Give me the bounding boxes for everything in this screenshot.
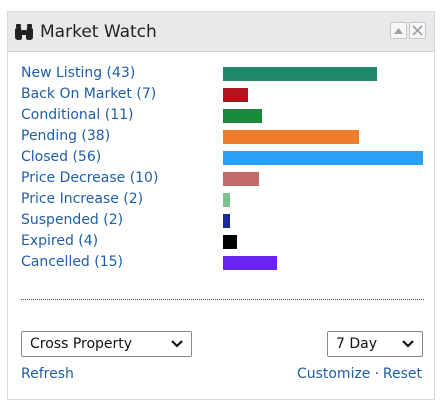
status-bar — [223, 151, 423, 165]
status-link-pending[interactable]: Pending (38) — [21, 128, 111, 144]
status-bar — [223, 193, 230, 207]
triangle-up-icon — [394, 27, 403, 34]
customize-link[interactable]: Customize — [296, 366, 371, 382]
status-bar — [223, 214, 230, 228]
close-icon — [412, 25, 423, 36]
status-link-expired[interactable]: Expired (4) — [21, 233, 99, 249]
status-link-cancelled[interactable]: Cancelled (15) — [21, 254, 124, 270]
binoculars-icon — [15, 23, 33, 40]
refresh-links: Refresh — [21, 366, 74, 382]
status-row: Back On Market (7) — [21, 84, 426, 105]
reset-link[interactable]: Reset — [382, 366, 422, 382]
link-separator: · — [374, 366, 379, 382]
status-bar — [223, 109, 262, 123]
status-row: Conditional (11) — [21, 105, 426, 126]
status-link-new-listing[interactable]: New Listing (43) — [21, 65, 136, 81]
widget-header: Market Watch — [8, 12, 434, 52]
status-link-conditional[interactable]: Conditional (11) — [21, 107, 134, 123]
status-row: Price Decrease (10) — [21, 168, 426, 189]
chevron-down-icon — [402, 340, 414, 348]
close-button[interactable] — [409, 22, 426, 39]
status-bar — [223, 172, 259, 186]
status-row: Closed (56) — [21, 147, 426, 168]
status-bar — [223, 88, 248, 102]
status-bar — [223, 235, 237, 249]
collapse-button[interactable] — [390, 22, 407, 39]
status-bar — [223, 256, 277, 270]
status-bar — [223, 67, 377, 81]
status-bar — [223, 130, 359, 144]
days-range-select[interactable]: 7 Day — [327, 331, 423, 357]
header-buttons — [390, 22, 426, 39]
property-type-select[interactable]: Cross Property — [21, 331, 192, 357]
days-range-value: 7 Day — [336, 336, 378, 352]
status-link-suspended[interactable]: Suspended (2) — [21, 212, 124, 228]
status-link-back-on-market[interactable]: Back On Market (7) — [21, 86, 157, 102]
refresh-link[interactable]: Refresh — [21, 366, 74, 382]
status-row: Pending (38) — [21, 126, 426, 147]
chevron-down-icon — [171, 340, 183, 348]
status-row: Suspended (2) — [21, 210, 426, 231]
widget-title: Market Watch — [40, 21, 157, 42]
status-row: Cancelled (15) — [21, 252, 426, 273]
status-row: Expired (4) — [21, 231, 426, 252]
dotted-divider — [21, 299, 424, 300]
status-row: New Listing (43) — [21, 63, 426, 84]
market-watch-widget: Market Watch New Listing (43) Back On Ma… — [7, 11, 435, 400]
status-row: Price Increase (2) — [21, 189, 426, 210]
property-type-value: Cross Property — [30, 336, 133, 352]
status-list: New Listing (43) Back On Market (7) Cond… — [21, 63, 426, 273]
customize-reset-links: Customize · Reset — [297, 366, 422, 382]
status-link-closed[interactable]: Closed (56) — [21, 149, 102, 165]
status-link-price-increase[interactable]: Price Increase (2) — [21, 191, 144, 207]
status-link-price-decrease[interactable]: Price Decrease (10) — [21, 170, 159, 186]
